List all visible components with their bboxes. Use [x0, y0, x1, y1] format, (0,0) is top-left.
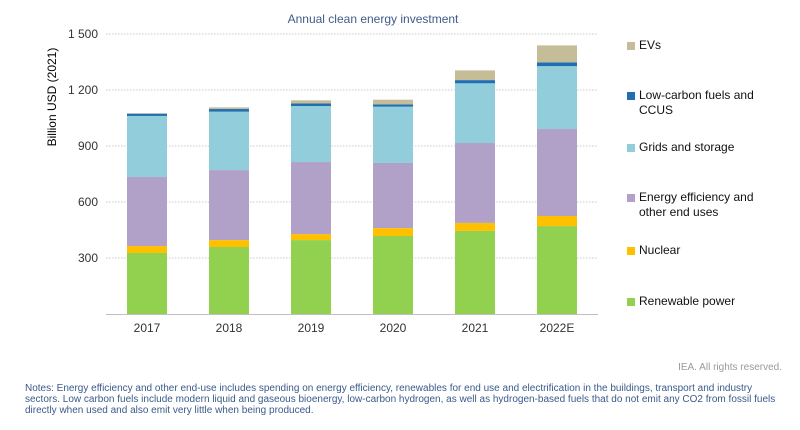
bar-segment-low-carbon-fuels-and-ccus-2022E	[537, 62, 577, 67]
bars	[127, 45, 577, 314]
bar-segment-nuclear-2019	[291, 234, 331, 241]
bar-segment-low-carbon-fuels-and-ccus-2019	[291, 103, 331, 107]
bar-segment-energy-efficiency-and-other-end-uses-2021	[455, 143, 495, 223]
bar-segment-evs-2022E	[537, 45, 577, 63]
legend-swatch-renewable	[627, 298, 635, 306]
x-tick-labels: 2017 2018 2019 2020 2021 2022E	[134, 321, 575, 335]
bar-stack-2022E	[537, 45, 577, 314]
bar-segment-grids-and-storage-2020	[373, 106, 413, 163]
x-tick-label: 2020	[380, 321, 407, 335]
bar-segment-nuclear-2020	[373, 228, 413, 236]
bar-segment-grids-and-storage-2017	[127, 115, 167, 177]
legend-label: Low-carbon fuels and CCUS	[639, 88, 754, 117]
bar-segment-renewable-power-2019	[291, 240, 331, 314]
copyright-credit: IEA. All rights reserved.	[678, 362, 782, 373]
legend-swatch-efficiency	[627, 194, 635, 202]
bar-segment-grids-and-storage-2021	[455, 83, 495, 144]
y-tick-label: 900	[78, 139, 98, 153]
bar-stack-2018	[209, 107, 249, 314]
legend-swatch-nuclear	[627, 247, 635, 255]
bar-segment-energy-efficiency-and-other-end-uses-2020	[373, 162, 413, 229]
x-tick-label: 2017	[134, 321, 161, 335]
legend-item-renewable-power: Renewable power	[627, 294, 797, 309]
y-tick-labels: 300 600 900 1 200 1 500	[68, 27, 98, 265]
bar-segment-energy-efficiency-and-other-end-uses-2017	[127, 176, 167, 247]
bar-segment-renewable-power-2022E	[537, 226, 577, 314]
bar-segment-nuclear-2018	[209, 240, 249, 247]
legend-item-grids-storage: Grids and storage	[627, 140, 797, 155]
legend-swatch-grids	[627, 144, 635, 152]
legend-label: Grids and storage	[639, 140, 735, 154]
legend-item-nuclear: Nuclear	[627, 243, 797, 258]
y-tick-label: 300	[78, 251, 98, 265]
legend-swatch-low-carbon	[627, 92, 635, 100]
chart-title-text: Annual clean energy investment	[287, 12, 459, 26]
bar-segment-low-carbon-fuels-and-ccus-2021	[455, 80, 495, 84]
bar-stack-2017	[127, 113, 167, 314]
bar-segment-grids-and-storage-2022E	[537, 66, 577, 130]
chart-title: Annual clean energy investment	[0, 12, 800, 26]
bar-stack-2021	[455, 70, 495, 314]
x-tick-label: 2019	[298, 321, 325, 335]
bar-segment-renewable-power-2021	[455, 230, 495, 314]
bar-segment-energy-efficiency-and-other-end-uses-2022E	[537, 129, 577, 216]
legend-label: Energy efficiency and other end uses	[639, 190, 754, 219]
legend-label: Nuclear	[639, 243, 681, 257]
x-tick-label: 2022E	[540, 321, 575, 335]
x-tick-label: 2021	[462, 321, 489, 335]
legend-item-evs: EVs	[627, 38, 797, 53]
bar-segment-renewable-power-2017	[127, 252, 167, 314]
x-tick-label: 2018	[216, 321, 243, 335]
legend-item-energy-efficiency: Energy efficiency and other end uses	[627, 190, 777, 220]
bar-segment-evs-2019	[291, 100, 331, 104]
bar-segment-evs-2018	[209, 107, 249, 110]
gridlines	[106, 33, 598, 259]
bar-segment-low-carbon-fuels-and-ccus-2018	[209, 109, 249, 112]
bar-segment-nuclear-2022E	[537, 216, 577, 227]
legend-item-low-carbon-fuels: Low-carbon fuels and CCUS	[627, 88, 767, 118]
bar-stack-2019	[291, 100, 331, 314]
legend-swatch-evs	[627, 42, 635, 50]
chart-notes: Notes: Energy efficiency and other end-u…	[25, 383, 776, 416]
bar-segment-low-carbon-fuels-and-ccus-2020	[373, 104, 413, 107]
bar-segment-evs-2017	[127, 113, 167, 114]
bar-segment-nuclear-2021	[455, 222, 495, 231]
y-tick-label: 1 200	[68, 83, 98, 97]
bar-segment-renewable-power-2018	[209, 246, 249, 314]
bar-stack-2020	[373, 99, 413, 314]
y-tick-label: 600	[78, 195, 98, 209]
bar-segment-low-carbon-fuels-and-ccus-2017	[127, 113, 167, 116]
bar-segment-evs-2021	[455, 70, 495, 81]
bar-segment-grids-and-storage-2018	[209, 111, 249, 171]
bar-segment-evs-2020	[373, 99, 413, 105]
bar-segment-energy-efficiency-and-other-end-uses-2019	[291, 162, 331, 235]
legend-label: Renewable power	[639, 294, 736, 308]
y-tick-label: 1 500	[68, 27, 98, 41]
legend-label: EVs	[639, 38, 662, 52]
bar-segment-grids-and-storage-2019	[291, 106, 331, 163]
bar-segment-energy-efficiency-and-other-end-uses-2018	[209, 170, 249, 241]
bar-segment-nuclear-2017	[127, 246, 167, 253]
bar-segment-renewable-power-2020	[373, 235, 413, 314]
